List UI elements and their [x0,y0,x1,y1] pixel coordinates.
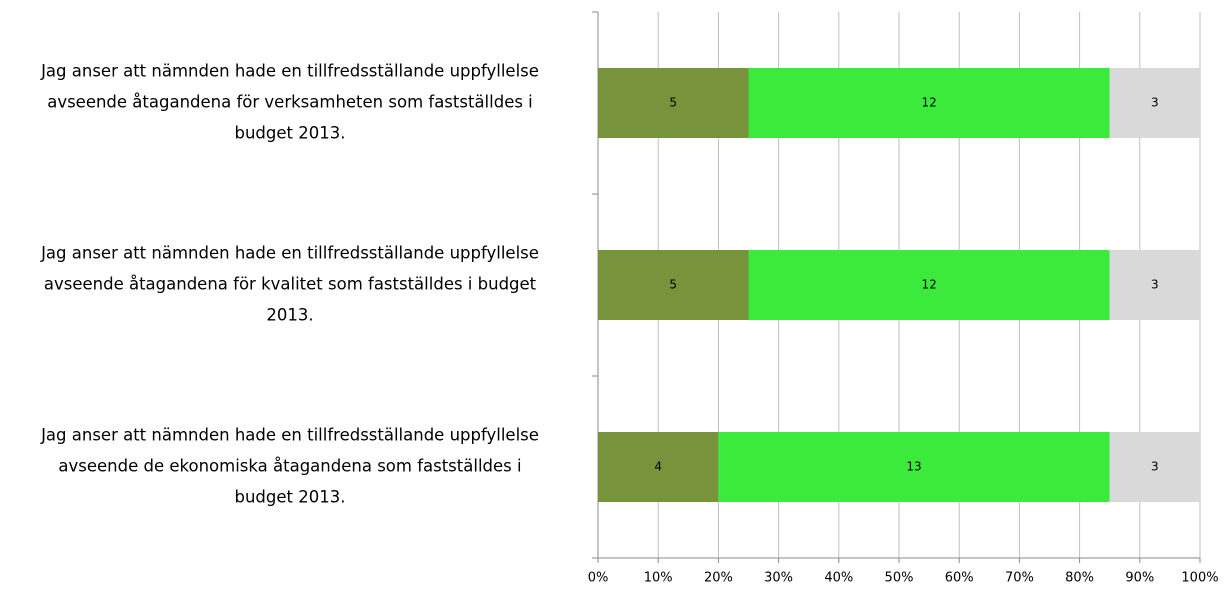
x-tick-label: 40% [824,571,853,586]
data-label: 3 [1151,460,1159,474]
data-label: 3 [1151,96,1159,110]
bar-segment [1109,250,1200,320]
data-label: 12 [921,96,936,110]
data-label: 5 [669,278,677,292]
data-label: 4 [654,460,662,474]
x-tick-label: 50% [885,571,914,586]
x-tick-label: 60% [945,571,974,586]
bar-segment [1109,68,1200,138]
bar-segment [1109,432,1200,502]
data-label: 13 [906,460,921,474]
category-label: avseende åtagandena för kvalitet som fas… [44,275,537,294]
x-tick-label: 100% [1181,571,1218,586]
category-label: avseende åtagandena för verksamheten som… [47,93,533,112]
bar-segment [748,68,1110,138]
x-tick-label: 90% [1125,571,1154,586]
category-label: budget 2013. [235,488,346,507]
category-label: Jag anser att nämnden hade en tillfredss… [40,244,539,263]
bar-segment [718,432,1110,502]
category-label: Jag anser att nämnden hade en tillfredss… [40,62,539,81]
bar-segment [748,250,1110,320]
category-label: 2013. [266,306,313,325]
category-label: Jag anser att nämnden hade en tillfredss… [40,426,539,445]
x-tick-label: 80% [1065,571,1094,586]
x-tick-label: 70% [1005,571,1034,586]
data-label: 5 [669,96,677,110]
x-tick-label: 0% [588,571,609,586]
x-tick-label: 20% [704,571,733,586]
bar-segment [598,250,749,320]
category-label: budget 2013. [235,124,346,143]
bar-segment [598,68,749,138]
category-label: avseende de ekonomiska åtagandena som fa… [58,457,521,476]
data-label: 12 [921,278,936,292]
data-label: 3 [1151,278,1159,292]
x-tick-label: 30% [764,571,793,586]
x-tick-label: 10% [644,571,673,586]
bar-segment [598,432,719,502]
